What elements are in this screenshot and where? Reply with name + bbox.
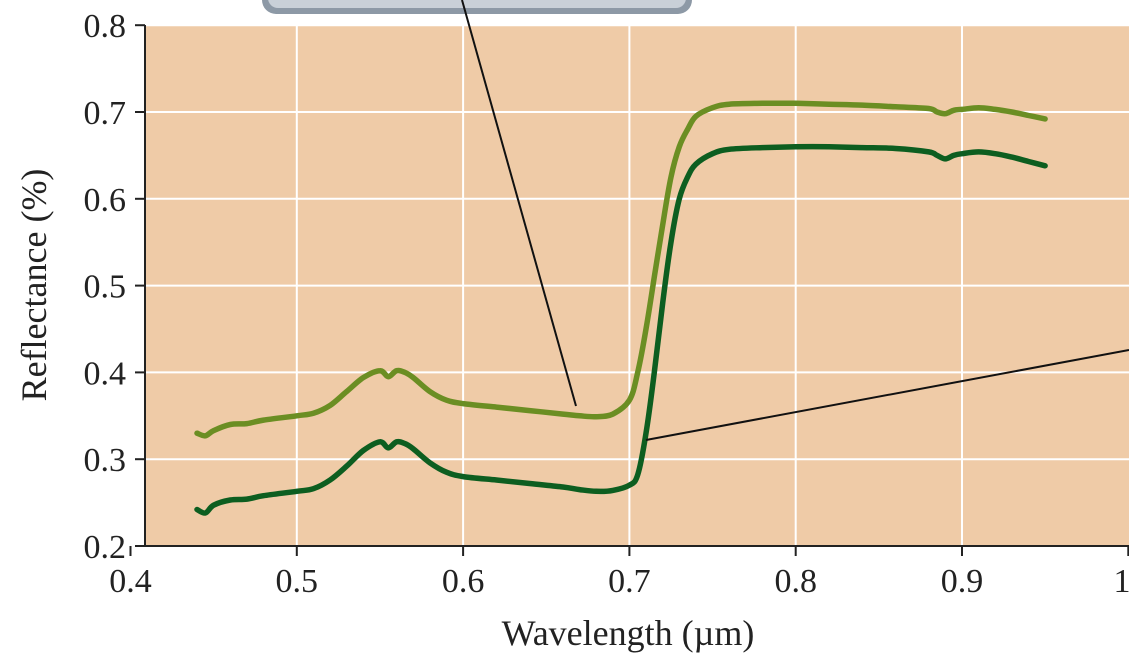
y-tick-label: 0.4 [84,355,127,392]
ticks [129,24,1129,556]
series-lines [194,100,1048,516]
x-axis-title: Wavelength (µm) [502,613,755,653]
y-tick-label: 0.5 [84,269,127,306]
leader-lines [461,0,1129,441]
leader-line-dark [645,349,1129,441]
x-tick-label: 0.9 [941,563,984,600]
series-line-dark-green [194,143,1048,516]
leader-line-light [461,0,577,407]
x-tick-label: 0.8 [774,563,817,600]
y-tick-label: 0.7 [84,95,127,132]
x-tick-label: 1 [1114,563,1129,600]
y-tick-label: 0.2 [84,529,127,566]
y-axis-title: Reflectance (%) [14,169,54,402]
x-tick-label: 0.4 [109,563,152,600]
tick-labels: 0.4 0.5 0.6 0.7 0.8 0.9 1 0.2 0.3 0.4 0.5 0.6 0.7 0.8 [84,8,1129,600]
callout-box-top-inner [268,0,686,8]
y-tick-label: 0.6 [84,182,127,219]
y-tick-label: 0.3 [84,442,127,479]
y-tick-label: 0.8 [84,8,127,45]
series-line-light-green [194,100,1048,439]
x-tick-label: 0.6 [442,563,485,600]
x-tick-label: 0.7 [608,563,651,600]
x-tick-label: 0.5 [276,563,319,600]
